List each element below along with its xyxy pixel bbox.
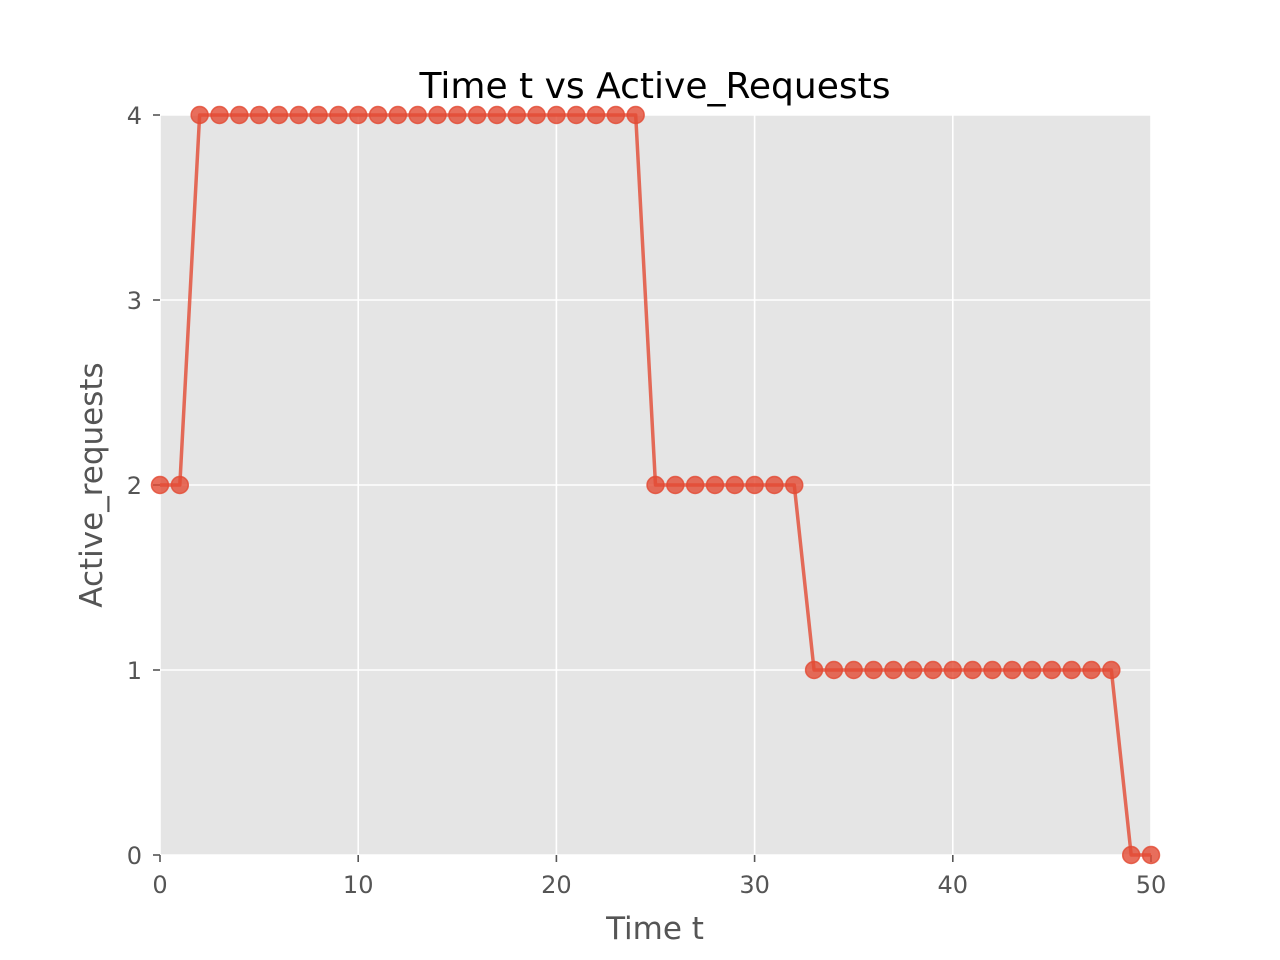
data-point [824,660,844,680]
data-point [943,660,963,680]
data-point [705,475,725,495]
data-point [983,660,1002,680]
data-point [487,105,507,125]
data-point [844,660,863,680]
data-point [1042,660,1062,680]
data-point [725,475,745,495]
data-point [448,105,467,125]
data-point [1003,660,1022,680]
data-point [467,105,487,125]
x-tick-label: 0 [152,871,167,899]
data-point [884,660,903,680]
data-point [685,475,705,495]
x-tick-label: 50 [1136,871,1167,899]
data-point [230,105,249,125]
data-point [547,105,566,125]
data-point [1121,845,1141,865]
data-point [1141,845,1161,865]
data-point [309,105,328,125]
data-point [150,475,170,495]
data-point [765,475,784,495]
data-point [210,105,229,125]
data-point [368,105,388,125]
x-tick-label: 10 [343,871,374,899]
data-point [388,105,408,125]
axis-ticks: 0 10 20 30 40 50 0 1 2 3 4 [127,102,1167,899]
data-point [289,105,308,125]
data-point [804,660,824,680]
y-axis-label: Active_requests [74,362,110,607]
x-axis-label: Time t [605,911,704,947]
data-point [527,105,546,125]
chart-title: Time t vs Active_Requests [419,66,891,107]
data-point [566,105,586,125]
series-layer [150,105,1161,865]
x-tick-label: 40 [938,871,969,899]
data-point [923,660,943,680]
data-point [428,105,447,125]
data-point [626,105,645,125]
data-point [269,105,289,125]
y-tick-label: 0 [127,842,142,870]
data-point [348,105,368,125]
data-point [1062,660,1081,680]
data-point [864,660,883,680]
y-tick-label: 2 [127,472,142,500]
series-0 [150,105,1161,865]
data-point [784,475,804,495]
x-tick-label: 30 [739,871,770,899]
data-point [666,475,685,495]
data-point [507,105,527,125]
y-tick-label: 4 [127,102,142,130]
data-point [586,105,606,125]
data-point [1022,660,1042,680]
data-point [646,475,665,495]
data-point [606,105,626,125]
data-point [190,105,209,125]
data-point [963,660,982,680]
data-point [170,475,190,495]
data-point [1102,660,1121,680]
data-point [903,660,923,680]
x-tick-label: 20 [541,871,572,899]
y-tick-label: 1 [127,657,142,685]
data-point [249,105,269,125]
data-point [745,475,764,495]
data-point [329,105,348,125]
data-point [408,105,427,125]
data-point [1082,660,1101,680]
y-tick-label: 3 [127,287,142,315]
